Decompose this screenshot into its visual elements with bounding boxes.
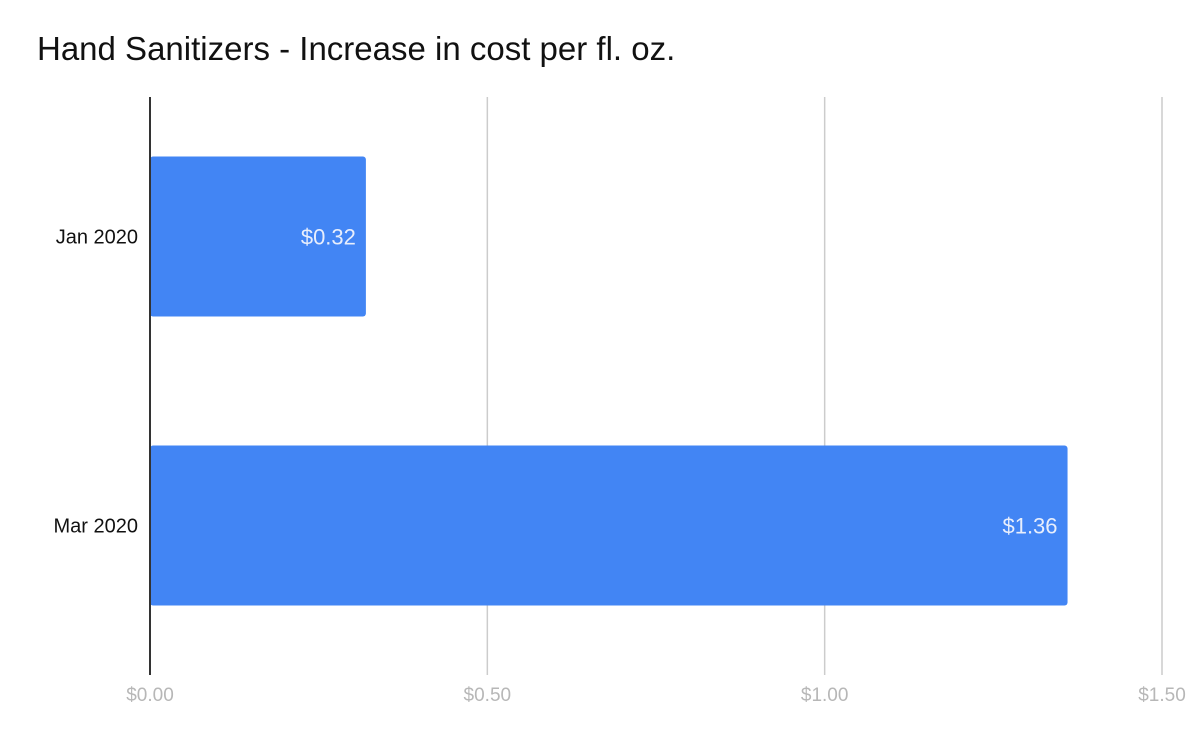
- category-label: Mar 2020: [54, 516, 139, 538]
- x-tick-label: $0.50: [464, 685, 512, 706]
- bar-data-label: $1.36: [1002, 514, 1057, 539]
- bars: [150, 156, 1068, 606]
- x-tick-label: $1.50: [1138, 685, 1186, 706]
- chart-title: Hand Sanitizers - Increase in cost per f…: [37, 30, 676, 67]
- category-label: Jan 2020: [56, 227, 138, 249]
- x-tick-label: $0.00: [126, 685, 174, 706]
- bar-data-label: $0.32: [301, 225, 356, 250]
- x-tick-label: $1.00: [801, 685, 849, 706]
- bar: [150, 156, 366, 317]
- labels: $0.00 $0.50 $1.00 $1.50 $0.32 Jan 2020 $1.36 Ma…: [54, 225, 1186, 707]
- bar: [150, 445, 1068, 606]
